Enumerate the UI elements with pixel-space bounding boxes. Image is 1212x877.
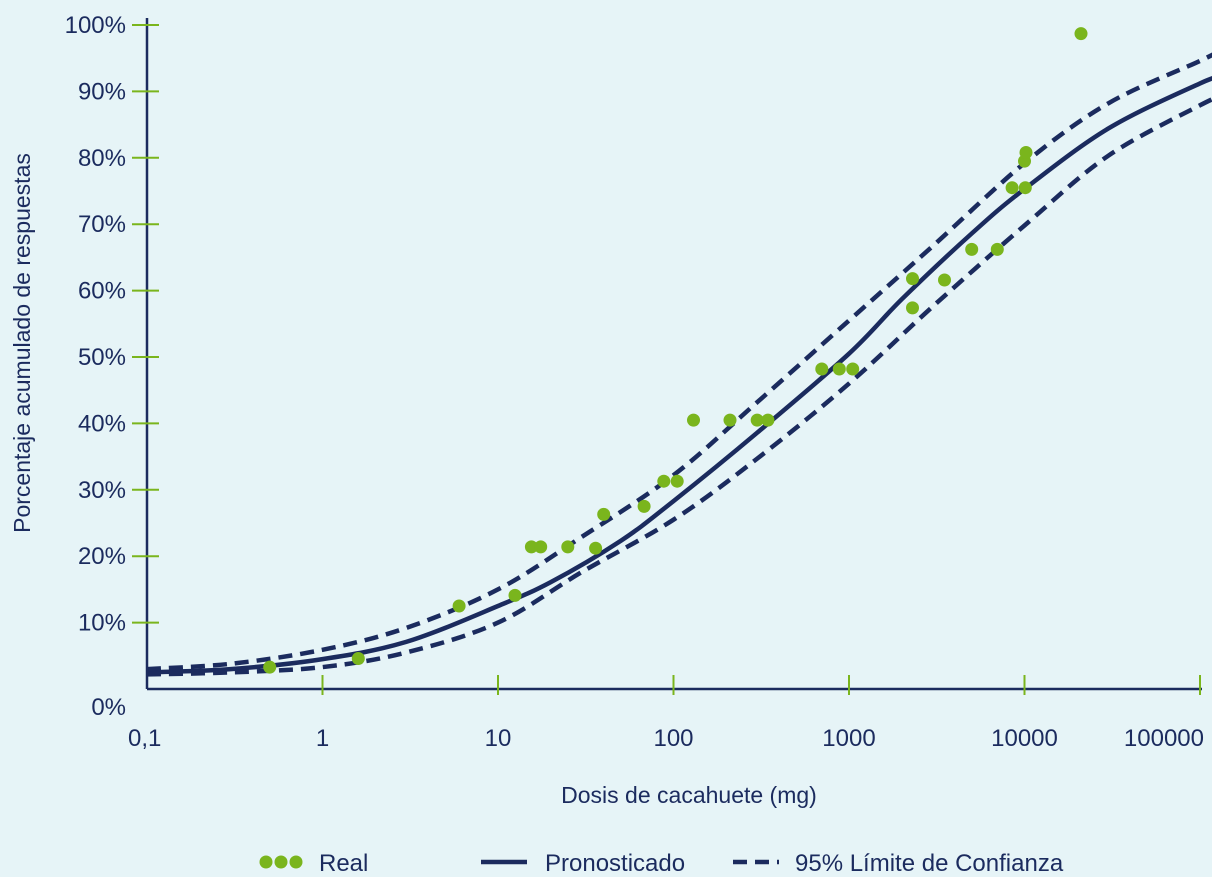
y-tick-label: 40% — [78, 410, 126, 437]
real-data-point — [597, 507, 611, 521]
y-tick-label: 50% — [78, 344, 126, 371]
x-tick-label: 1 — [316, 725, 329, 752]
real-data-point — [1018, 181, 1032, 195]
real-data-point — [815, 362, 829, 376]
tick-labels: 0% 10% 20% 30% 40% 50% 60% 70% 80% 90% 100% 0,1 1 10 1… — [65, 12, 1204, 752]
legend-real-label: Real — [319, 850, 368, 877]
y-tick-label: 0% — [91, 694, 126, 721]
legend-real-dot — [259, 855, 273, 869]
real-data-point — [452, 599, 466, 613]
real-data-point — [637, 499, 651, 513]
real-data-point — [723, 413, 737, 427]
y-tick-label: 70% — [78, 211, 126, 238]
axes — [132, 18, 1202, 695]
real-data-point — [1005, 181, 1019, 195]
x-tick-label: 10000 — [991, 725, 1058, 752]
legend-item-ci: 95% Límite de Confianza — [733, 850, 1064, 877]
real-data-point — [524, 540, 538, 554]
x-tick-label: 100 — [653, 725, 693, 752]
real-data-point — [750, 413, 764, 427]
real-data-point — [534, 540, 548, 554]
x-tick-label: 1000 — [822, 725, 875, 752]
real-data-point — [263, 660, 277, 674]
x-tick-label: 100000 — [1124, 725, 1204, 752]
legend-real-dot — [274, 855, 288, 869]
real-data-point — [965, 242, 979, 256]
real-data-point — [906, 301, 919, 315]
real-data-point — [906, 272, 919, 286]
real-data-point — [761, 413, 775, 427]
real-data-point — [832, 362, 846, 376]
y-tick-label: 80% — [78, 145, 126, 172]
x-axis-title: Dosis de cacahuete (mg) — [561, 782, 817, 808]
real-data-point — [657, 474, 671, 488]
real-data-point — [1019, 146, 1033, 159]
legend-predicted-label: Pronosticado — [545, 850, 685, 877]
y-tick-label: 90% — [78, 78, 126, 105]
real-data-point — [508, 588, 522, 602]
real-data-point — [846, 362, 860, 376]
legend-real-dot — [289, 855, 303, 869]
real-data-point — [1074, 27, 1088, 41]
real-data-point — [351, 652, 365, 665]
real-data-point — [938, 273, 951, 287]
legend-ci-label: 95% Límite de Confianza — [795, 850, 1064, 877]
real-data-point — [670, 474, 684, 488]
legend: Real Pronosticado 95% Límite de Confianz… — [259, 850, 1064, 877]
real-data-point — [561, 540, 575, 554]
ci-lower-line — [146, 96, 1212, 677]
y-tick-label: 100% — [65, 12, 126, 39]
y-tick-label: 10% — [78, 610, 126, 637]
y-tick-label: 30% — [78, 477, 126, 504]
legend-item-predicted: Pronosticado — [481, 850, 685, 877]
y-axis-title: Porcentaje acumulado de respuestas — [9, 153, 35, 533]
x-tick-label: 10 — [485, 725, 512, 752]
x-tick-label: 0,1 — [128, 725, 161, 752]
real-data-point — [990, 242, 1004, 256]
real-data-point — [687, 413, 700, 427]
y-tick-label: 20% — [78, 543, 126, 570]
real-data-point — [589, 541, 603, 555]
plot-points — [263, 27, 1088, 674]
y-tick-label: 60% — [78, 278, 126, 305]
legend-item-real: Real — [259, 850, 368, 877]
predicted-line — [146, 76, 1212, 675]
